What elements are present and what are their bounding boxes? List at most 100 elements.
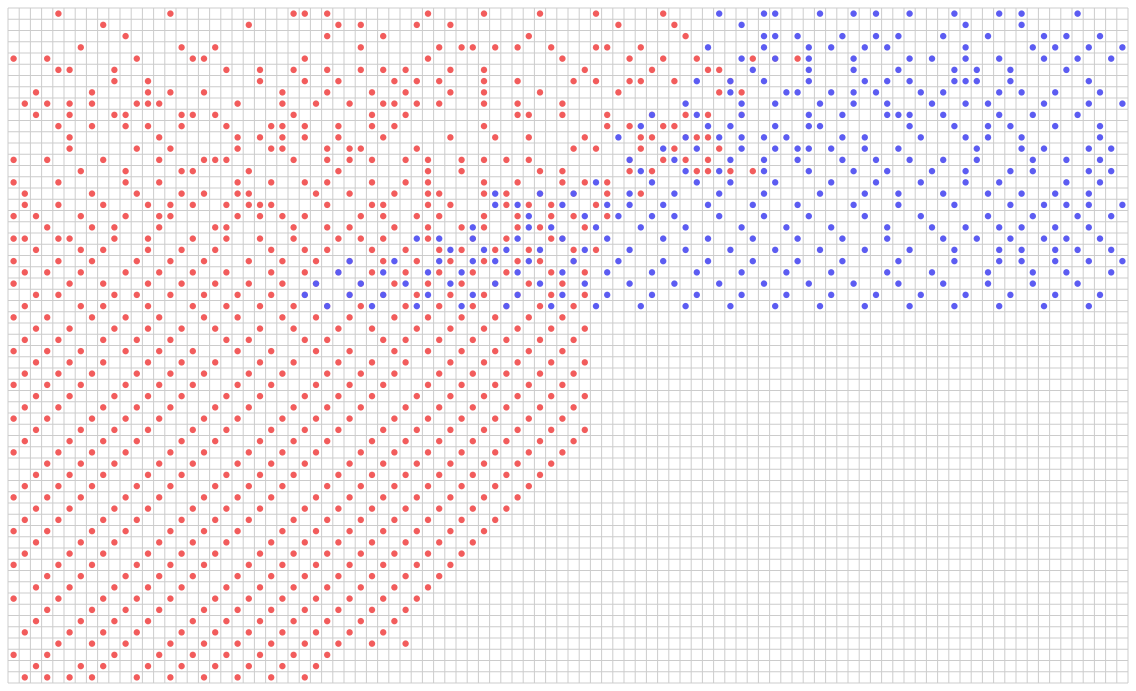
blue-piece bbox=[760, 77, 768, 85]
blue-piece bbox=[514, 269, 521, 276]
red-piece bbox=[357, 482, 364, 490]
red-piece bbox=[21, 190, 28, 197]
blue-piece bbox=[648, 269, 656, 276]
blue-piece bbox=[828, 145, 835, 152]
red-piece bbox=[212, 482, 219, 490]
blue-piece bbox=[928, 100, 936, 107]
red-piece bbox=[380, 494, 387, 501]
blue-piece bbox=[1085, 201, 1093, 209]
red-piece bbox=[402, 179, 409, 186]
red-piece bbox=[133, 145, 140, 152]
blue-piece bbox=[1018, 145, 1025, 152]
red-piece bbox=[346, 145, 353, 152]
red-piece bbox=[357, 449, 364, 456]
blue-piece bbox=[660, 145, 667, 152]
blue-piece bbox=[772, 246, 779, 254]
red-piece bbox=[548, 212, 555, 220]
red-piece bbox=[335, 471, 342, 479]
blue-piece bbox=[805, 122, 812, 130]
red-piece bbox=[189, 55, 196, 62]
red-piece bbox=[469, 404, 476, 411]
red-piece bbox=[55, 595, 62, 602]
red-piece bbox=[357, 21, 364, 29]
red-piece bbox=[604, 179, 611, 186]
red-piece bbox=[335, 77, 342, 85]
red-piece bbox=[66, 471, 73, 479]
red-piece bbox=[268, 269, 275, 276]
blue-piece bbox=[906, 10, 913, 17]
red-piece bbox=[570, 437, 577, 445]
red-piece bbox=[77, 539, 85, 546]
red-piece bbox=[447, 134, 454, 141]
blue-piece bbox=[917, 212, 924, 220]
blue-piece bbox=[637, 122, 644, 130]
red-piece bbox=[525, 381, 532, 389]
red-piece bbox=[626, 167, 633, 175]
red-piece bbox=[167, 336, 174, 344]
red-piece bbox=[704, 111, 712, 119]
red-piece bbox=[189, 505, 196, 512]
red-piece bbox=[66, 134, 73, 141]
red-piece bbox=[44, 572, 51, 580]
red-piece bbox=[88, 314, 96, 321]
red-piece bbox=[122, 111, 129, 119]
blue-piece bbox=[570, 257, 577, 265]
red-piece bbox=[256, 134, 264, 141]
red-piece bbox=[514, 426, 521, 434]
red-piece bbox=[256, 359, 264, 366]
red-piece bbox=[44, 314, 51, 321]
red-piece bbox=[536, 404, 544, 411]
red-piece bbox=[256, 471, 264, 479]
red-piece bbox=[234, 415, 241, 422]
red-piece bbox=[245, 336, 252, 344]
red-piece bbox=[290, 111, 297, 119]
red-piece bbox=[413, 291, 420, 299]
red-piece bbox=[88, 449, 96, 456]
blue-piece bbox=[906, 246, 913, 254]
blue-piece bbox=[312, 280, 320, 287]
red-piece bbox=[682, 32, 689, 40]
red-piece bbox=[279, 415, 286, 422]
red-piece bbox=[144, 201, 152, 209]
red-piece bbox=[536, 167, 544, 175]
red-piece bbox=[570, 404, 577, 411]
red-piece bbox=[637, 134, 644, 141]
blue-piece bbox=[1029, 111, 1037, 119]
red-piece bbox=[44, 224, 51, 231]
blue-piece bbox=[839, 257, 846, 265]
red-piece bbox=[256, 77, 264, 85]
red-piece bbox=[447, 527, 454, 535]
red-piece bbox=[346, 190, 353, 197]
red-piece bbox=[245, 482, 252, 490]
blue-piece bbox=[884, 77, 891, 85]
red-piece bbox=[615, 89, 622, 96]
blue-piece bbox=[660, 201, 667, 209]
red-piece bbox=[682, 156, 689, 164]
red-piece bbox=[290, 617, 297, 625]
blue-piece bbox=[1085, 145, 1093, 152]
red-pieces bbox=[10, 10, 801, 681]
red-piece bbox=[167, 595, 174, 602]
blue-piece bbox=[581, 280, 588, 287]
red-piece bbox=[167, 10, 174, 17]
red-piece bbox=[122, 640, 129, 647]
red-piece bbox=[77, 572, 85, 580]
red-piece bbox=[100, 280, 107, 287]
red-piece bbox=[592, 201, 600, 209]
red-piece bbox=[335, 359, 342, 366]
red-piece bbox=[212, 111, 219, 119]
red-piece bbox=[514, 111, 521, 119]
red-piece bbox=[626, 122, 633, 130]
blue-piece bbox=[335, 269, 342, 276]
blue-piece bbox=[402, 280, 409, 287]
red-piece bbox=[234, 527, 241, 535]
red-piece bbox=[212, 325, 219, 332]
blue-piece bbox=[940, 89, 947, 96]
red-piece bbox=[77, 426, 85, 434]
red-piece bbox=[279, 662, 286, 670]
red-piece bbox=[335, 505, 342, 512]
red-piece bbox=[301, 392, 308, 400]
red-piece bbox=[223, 426, 230, 434]
